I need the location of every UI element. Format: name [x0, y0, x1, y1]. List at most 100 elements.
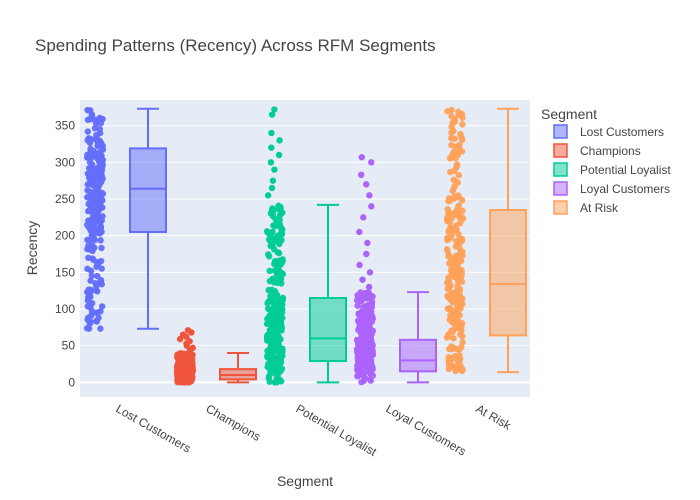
data-point [448, 297, 456, 304]
y-tick-label: 250 [55, 192, 75, 206]
data-point [84, 194, 91, 201]
legend-label: Loyal Customers [580, 182, 670, 196]
data-point [275, 262, 283, 270]
data-point [446, 260, 453, 267]
legend-item[interactable]: Loyal Customers [553, 181, 670, 196]
data-point [273, 291, 281, 299]
outlier-point [271, 166, 278, 173]
data-point [274, 333, 281, 341]
series-champions [173, 327, 257, 386]
data-point [93, 259, 101, 267]
data-point [362, 311, 370, 318]
data-point [459, 339, 466, 346]
legend-item[interactable]: Potential Loyalist [553, 162, 671, 177]
data-point [96, 230, 104, 237]
legend-label: Lost Customers [580, 125, 664, 139]
data-point [85, 200, 92, 208]
outlier-point [363, 250, 370, 258]
data-point [369, 363, 376, 371]
iqr-box [489, 209, 527, 337]
data-point [264, 229, 272, 236]
data-point [455, 240, 462, 248]
legend-item[interactable]: At Risk [553, 200, 619, 215]
x-tick-label: Lost Customers [114, 401, 194, 455]
data-point [84, 265, 91, 273]
data-point [271, 313, 278, 320]
data-point [448, 129, 455, 136]
data-point [356, 352, 363, 359]
data-point [279, 296, 286, 303]
y-tick-label: 350 [55, 119, 75, 133]
data-point [455, 230, 462, 238]
data-point [97, 277, 105, 284]
outlier-point [365, 283, 373, 291]
data-point [447, 224, 454, 231]
data-point [272, 339, 279, 347]
series-at-risk [443, 106, 527, 375]
legend-swatch [553, 200, 568, 215]
data-point [86, 159, 94, 166]
data-point [266, 267, 273, 275]
outlier-point [360, 214, 367, 221]
data-point [178, 357, 185, 364]
data-point [92, 286, 100, 294]
outlier-point [276, 137, 283, 144]
data-point [457, 305, 464, 312]
data-point [95, 214, 103, 221]
series-potential-loyalist [263, 106, 347, 386]
data-point [177, 350, 184, 357]
data-point [445, 365, 453, 373]
data-point [85, 325, 93, 332]
outlier-point [267, 159, 275, 166]
data-point [87, 207, 94, 215]
series-loyal-customers [353, 154, 437, 386]
data-point [361, 289, 368, 297]
data-point [89, 228, 97, 235]
data-point [268, 363, 276, 371]
data-point [276, 211, 284, 219]
data-point [177, 365, 184, 372]
y-axis-title: Recency [24, 221, 40, 275]
data-point [272, 215, 279, 222]
data-point [278, 269, 286, 277]
data-point [89, 255, 96, 262]
outlier-point [179, 331, 187, 338]
y-axis-ticks: 0 50 100 150 200 250 300 350 [55, 119, 75, 390]
outlier-point [268, 129, 275, 137]
data-point [450, 354, 457, 361]
data-point [87, 318, 94, 326]
data-point [91, 244, 98, 251]
data-points [353, 154, 377, 386]
data-point [89, 212, 97, 220]
data-point [364, 306, 372, 313]
data-point [455, 111, 462, 119]
x-tick-label: Potential Loyalist [294, 401, 380, 459]
legend-title: Segment [541, 106, 597, 122]
data-point [367, 377, 374, 384]
data-point [447, 346, 455, 353]
legend-label: Potential Loyalist [580, 163, 671, 177]
data-point [264, 363, 271, 371]
outlier-point [269, 177, 277, 184]
data-point [180, 370, 187, 378]
legend-swatch [553, 143, 568, 158]
data-point [272, 346, 280, 353]
data-point [97, 308, 104, 315]
data-point [368, 344, 375, 351]
legend-item[interactable]: Lost Customers [553, 124, 664, 139]
data-point [273, 326, 281, 334]
data-point [86, 138, 93, 145]
data-point [444, 305, 451, 312]
data-point [266, 326, 274, 334]
data-point [98, 265, 105, 272]
data-point [360, 363, 367, 370]
legend-item[interactable]: Champions [553, 143, 641, 158]
legend[interactable]: Segment Lost Customers Champions Potential… [541, 106, 671, 215]
data-point [84, 236, 91, 243]
data-point [452, 164, 460, 171]
iqr-box [129, 147, 167, 233]
data-points [263, 106, 287, 386]
outlier-point [275, 151, 283, 159]
data-point [367, 349, 375, 357]
